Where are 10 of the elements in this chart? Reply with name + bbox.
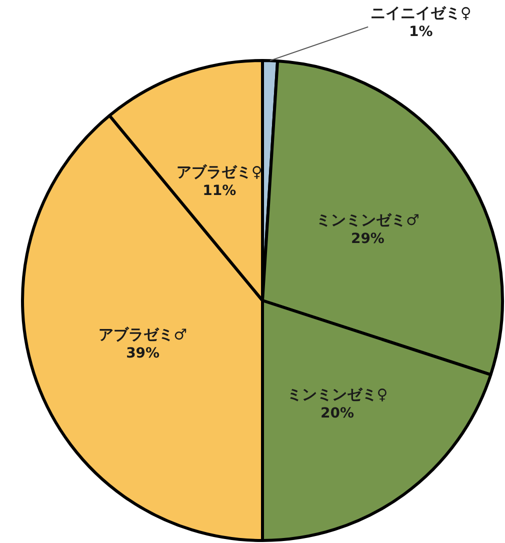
data-label: 1% [409,24,433,40]
data-label: 11% [202,182,236,199]
data-label: 39% [126,346,160,362]
data-label: 20% [320,405,354,422]
slice-label: ミンミンゼミ♀ [286,385,388,404]
slice-label: ミンミンゼミ♂ [316,211,420,230]
slice-label: ニイニイゼミ♀ [370,4,472,22]
data-label: 29% [350,231,384,248]
slice-label: アブラゼミ♂ [98,326,188,344]
slice-label: アブラゼミ♀ [176,162,262,181]
